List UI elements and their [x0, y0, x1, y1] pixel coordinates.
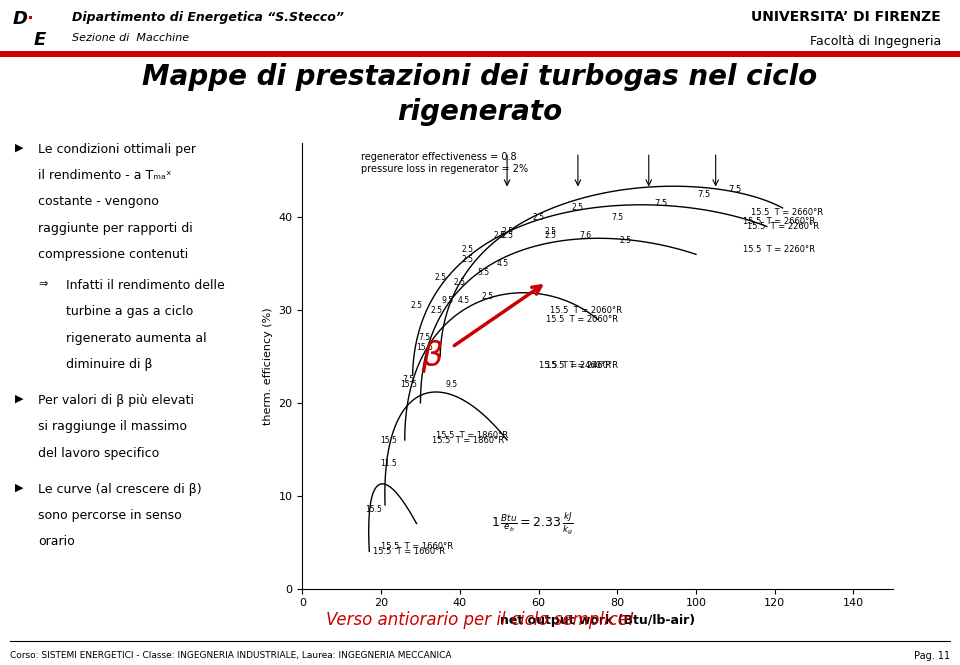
Text: 2.5: 2.5	[411, 301, 422, 310]
Text: Verso antiorario per il ciclo semplice!: Verso antiorario per il ciclo semplice!	[325, 611, 635, 629]
Text: compressione contenuti: compressione contenuti	[38, 248, 188, 261]
Text: UNIVERSITA’ DI FIRENZE: UNIVERSITA’ DI FIRENZE	[751, 10, 941, 24]
Text: diminuire di β: diminuire di β	[66, 358, 153, 371]
Text: 7.5: 7.5	[729, 185, 742, 194]
Text: Le condizioni ottimali per: Le condizioni ottimali per	[38, 142, 196, 156]
Text: rigenerato aumenta al: rigenerato aumenta al	[66, 332, 206, 344]
Text: sono percorse in senso: sono percorse in senso	[38, 509, 181, 522]
Text: ⇒: ⇒	[38, 279, 47, 289]
Text: orario: orario	[38, 535, 75, 548]
Text: turbine a gas a ciclo: turbine a gas a ciclo	[66, 305, 194, 319]
Text: Mappe di prestazioni dei turbogas nel ciclo
rigenerato: Mappe di prestazioni dei turbogas nel ci…	[142, 63, 818, 126]
Text: 15.5  T = 2260°R: 15.5 T = 2260°R	[747, 222, 819, 231]
Text: 2.5: 2.5	[462, 255, 473, 263]
Text: 15.5  T = 1860°R: 15.5 T = 1860°R	[436, 431, 509, 440]
Text: 15.5  T = 2060°R: 15.5 T = 2060°R	[550, 305, 622, 315]
Text: ▶: ▶	[15, 394, 24, 404]
Text: il rendimento - a Tₘₐˣ: il rendimento - a Tₘₐˣ	[38, 169, 171, 182]
Text: raggiunte per rapporti di: raggiunte per rapporti di	[38, 221, 193, 235]
Text: 15.5  T = 2660°R: 15.5 T = 2660°R	[751, 208, 824, 217]
Text: 2.5: 2.5	[544, 231, 557, 240]
Text: 4.5: 4.5	[458, 297, 469, 305]
Text: ·: ·	[26, 10, 33, 28]
X-axis label: net output work (Btu/lb-air): net output work (Btu/lb-air)	[500, 614, 695, 627]
Text: 7.5: 7.5	[654, 199, 667, 207]
Text: Le curve (al crescere di β): Le curve (al crescere di β)	[38, 483, 202, 495]
Text: 2.5: 2.5	[544, 227, 557, 235]
Text: 7.5: 7.5	[612, 213, 623, 221]
Text: 15.5: 15.5	[365, 505, 382, 514]
Text: 7.6: 7.6	[580, 231, 592, 240]
Text: 11.5: 11.5	[380, 459, 397, 467]
Text: 9.5: 9.5	[445, 380, 458, 389]
Text: 5.5: 5.5	[477, 269, 490, 277]
Text: 15.5  T = 2660°R: 15.5 T = 2660°R	[743, 217, 815, 226]
Text: 2.5: 2.5	[533, 213, 544, 221]
Text: 15.5  T = 2460°R: 15.5 T = 2460°R	[546, 361, 618, 370]
Text: Dipartimento di Energetica “S.Stecco”: Dipartimento di Energetica “S.Stecco”	[72, 11, 344, 25]
Text: 7.5: 7.5	[419, 333, 430, 342]
Text: Facoltà di Ingegneria: Facoltà di Ingegneria	[809, 35, 941, 48]
Text: 2.5: 2.5	[454, 278, 466, 287]
Text: 15.5: 15.5	[400, 380, 417, 389]
Text: 15.5  T = 2060°R: 15.5 T = 2060°R	[546, 315, 618, 324]
Text: regenerator effectiveness = 0.8
pressure loss in regenerator = 2%: regenerator effectiveness = 0.8 pressure…	[361, 152, 529, 174]
Y-axis label: therm. efficiency (%): therm. efficiency (%)	[263, 307, 273, 424]
Text: $\beta$: $\beta$	[421, 338, 444, 375]
Text: 15.5  T = 1660°R: 15.5 T = 1660°R	[381, 542, 453, 551]
Text: costante - vengono: costante - vengono	[38, 196, 158, 208]
Text: 4.5: 4.5	[497, 259, 509, 268]
Text: ▶: ▶	[15, 142, 24, 152]
Text: Pag. 11: Pag. 11	[914, 650, 950, 661]
Text: E: E	[34, 31, 46, 49]
Text: Corso: SISTEMI ENERGETICI - Classe: INGEGNERIA INDUSTRIALE, Laurea: INGEGNERIA M: Corso: SISTEMI ENERGETICI - Classe: INGE…	[10, 651, 451, 660]
Text: 2.5: 2.5	[501, 231, 513, 240]
Text: Per valori di β più elevati: Per valori di β più elevati	[38, 394, 194, 407]
Text: 7.5: 7.5	[697, 190, 710, 199]
Text: 15.5: 15.5	[416, 342, 433, 352]
Text: 2.5: 2.5	[572, 203, 584, 212]
Text: 2.5: 2.5	[493, 231, 505, 240]
Text: 15.5  T = 2460°R: 15.5 T = 2460°R	[539, 361, 611, 370]
Text: 2.5: 2.5	[430, 305, 443, 315]
Text: ▶: ▶	[15, 483, 24, 493]
Text: si raggiunge il massimo: si raggiunge il massimo	[38, 420, 187, 434]
Text: 2.5: 2.5	[462, 245, 473, 254]
Text: D: D	[12, 10, 28, 28]
Text: 7.5: 7.5	[402, 375, 415, 384]
Text: Sezione di  Macchine: Sezione di Macchine	[72, 33, 189, 43]
Text: del lavoro specifico: del lavoro specifico	[38, 447, 159, 460]
Text: $1\,\frac{Btu}{e_b} = 2.33\,\frac{kJ}{k_g}$: $1\,\frac{Btu}{e_b} = 2.33\,\frac{kJ}{k_…	[492, 511, 574, 537]
Text: 15.5  T = 2260°R: 15.5 T = 2260°R	[743, 245, 815, 254]
Text: 2.5: 2.5	[481, 292, 493, 301]
Text: Infatti il rendimento delle: Infatti il rendimento delle	[66, 279, 225, 292]
Text: 2.5: 2.5	[619, 236, 631, 245]
Text: 2.5: 2.5	[434, 273, 446, 282]
Text: 9.5: 9.5	[442, 297, 454, 305]
Text: 15.5  T = 1860°R: 15.5 T = 1860°R	[432, 436, 504, 444]
Text: 15.5  T = 1660°R: 15.5 T = 1660°R	[373, 547, 445, 556]
Text: 15.5: 15.5	[380, 436, 397, 444]
Text: 2.5: 2.5	[501, 227, 513, 235]
